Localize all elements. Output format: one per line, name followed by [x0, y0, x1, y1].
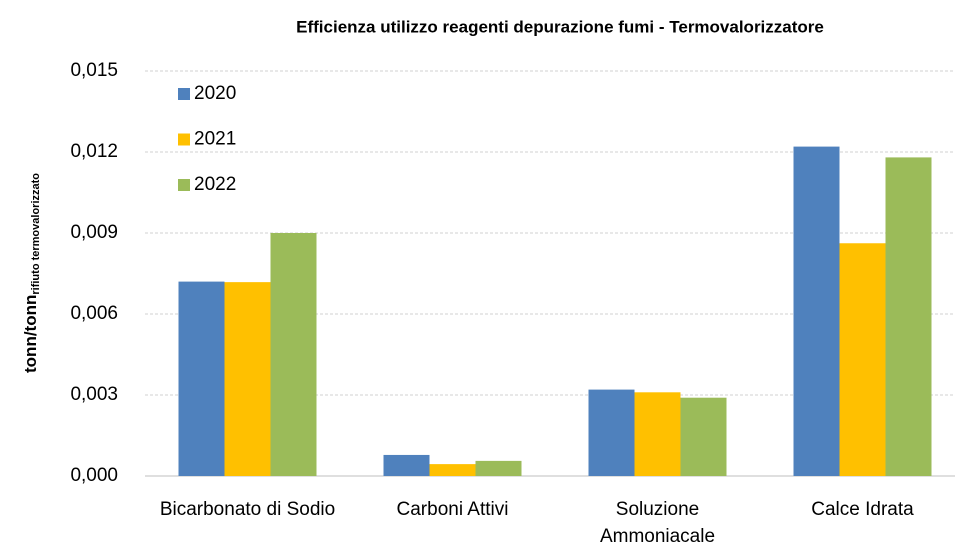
bar	[270, 233, 317, 476]
bar	[634, 392, 681, 476]
y-tick-label: 0,015	[70, 60, 118, 81]
legend-swatch	[178, 133, 190, 146]
y-tick-label: 0,012	[70, 141, 118, 162]
bar	[885, 157, 932, 476]
y-tick-label: 0,009	[70, 222, 118, 243]
bar	[178, 281, 225, 476]
bar	[839, 243, 886, 476]
y-tick-label: 0,003	[70, 384, 118, 405]
x-tick-label: Bicarbonato di Sodio	[159, 499, 336, 520]
bar	[383, 454, 430, 476]
bar	[475, 460, 522, 476]
legend-label: 2022	[194, 174, 236, 195]
bar	[793, 146, 840, 476]
legend-label: 2021	[194, 129, 236, 150]
legend-swatch	[178, 179, 190, 191]
y-axis-label-sub: rifiuto termovalorizzato	[30, 173, 42, 295]
y-tick-label: 0,000	[70, 465, 118, 486]
x-tick-label: Carboni Attivi	[396, 499, 509, 520]
y-axis-label-main: tonn/tonn	[21, 295, 40, 373]
bar	[588, 389, 635, 476]
x-tick-label: Calce Idrata	[811, 499, 914, 520]
bar	[224, 282, 271, 476]
bar	[680, 397, 727, 476]
y-axis-label: tonn/tonnrifiuto termovalorizzato	[21, 173, 41, 373]
x-tick-label: Soluzione Ammoniacale	[599, 499, 716, 547]
bar	[429, 464, 476, 476]
y-tick-label: 0,006	[70, 303, 118, 324]
legend-swatch	[178, 88, 190, 100]
legend-label: 2020	[194, 83, 236, 104]
chart-title: Efficienza utilizzo reagenti depurazione…	[296, 17, 824, 36]
